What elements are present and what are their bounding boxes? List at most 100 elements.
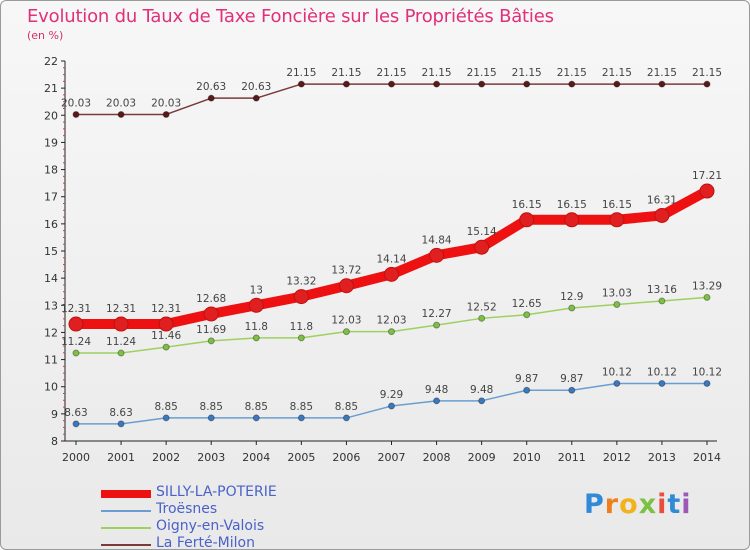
data-label: 12.03: [331, 315, 361, 327]
x-tick-label: 2005: [287, 451, 315, 464]
proxiti-logo: Proxiti: [584, 489, 692, 520]
x-tick-label: 2013: [648, 451, 676, 464]
data-point: [297, 334, 305, 342]
x-tick-label: 2000: [62, 451, 90, 464]
data-label: 8.85: [154, 401, 177, 413]
y-tick-label: 9: [51, 408, 58, 421]
data-point: [699, 183, 715, 199]
data-label: 16.15: [512, 199, 542, 211]
data-label: 10.12: [692, 366, 722, 378]
data-label: 20.03: [151, 97, 181, 109]
data-point: [252, 94, 260, 102]
data-point: [203, 306, 219, 322]
data-label: 12.31: [151, 303, 181, 315]
data-point: [613, 300, 621, 308]
data-label: 17.21: [692, 170, 722, 182]
data-label: 21.15: [467, 67, 497, 79]
data-point: [703, 293, 711, 301]
data-label: 12.9: [560, 291, 583, 303]
legend-swatch-oigny: [101, 527, 151, 529]
data-point: [433, 80, 441, 88]
data-label: 8.85: [200, 401, 223, 413]
x-tick-label: 2003: [197, 451, 225, 464]
data-label: 11.8: [245, 321, 268, 333]
x-tick-label: 2002: [152, 451, 180, 464]
data-label: 20.63: [196, 81, 226, 93]
data-label: 21.15: [647, 67, 677, 79]
data-point: [429, 247, 445, 263]
data-label: 20.03: [61, 97, 91, 109]
data-label: 13: [250, 284, 263, 296]
data-point: [568, 304, 576, 312]
y-tick-label: 11: [44, 354, 58, 367]
data-point: [388, 328, 395, 336]
data-label: 21.15: [376, 67, 406, 79]
data-point: [342, 414, 350, 422]
data-point: [248, 297, 264, 313]
data-point: [568, 386, 576, 394]
y-tick-label: 8: [51, 435, 58, 448]
x-tick-label: 2001: [107, 451, 135, 464]
data-point: [613, 379, 621, 387]
data-label: 11.69: [196, 324, 226, 336]
data-label: 21.15: [602, 67, 632, 79]
data-point: [388, 80, 395, 88]
x-tick-label: 2006: [332, 451, 360, 464]
y-tick-label: 20: [44, 109, 58, 122]
data-label: 8.63: [109, 407, 132, 419]
data-point: [388, 402, 395, 410]
legend-item-troesnes: Troësnes: [101, 501, 361, 519]
data-label: 13.32: [286, 276, 316, 288]
data-point: [658, 297, 666, 305]
legend-label-oigny: Oigny-en-Valois: [156, 518, 265, 534]
data-point: [654, 207, 670, 223]
y-tick-label: 14: [44, 272, 58, 285]
data-label: 11.46: [151, 330, 181, 342]
data-label: 13.03: [602, 287, 632, 299]
data-point: [252, 334, 260, 342]
data-point: [117, 349, 125, 357]
y-tick-label: 19: [44, 136, 58, 149]
data-label: 12.31: [106, 303, 136, 315]
data-label: 12.52: [467, 301, 497, 313]
data-point: [162, 110, 170, 118]
legend-label-troesnes: Troësnes: [156, 501, 218, 517]
data-label: 12.31: [61, 303, 91, 315]
data-label: 14.14: [376, 253, 406, 265]
data-point: [519, 212, 535, 228]
data-point: [72, 110, 80, 118]
data-point: [342, 328, 350, 336]
data-label: 12.03: [376, 315, 406, 327]
data-label: 8.85: [290, 401, 313, 413]
x-tick-label: 2010: [513, 451, 541, 464]
data-label: 16.31: [647, 194, 677, 206]
data-label: 13.16: [647, 284, 677, 296]
data-label: 9.87: [515, 373, 538, 385]
data-point: [658, 379, 666, 387]
data-point: [523, 311, 531, 319]
data-label: 8.63: [64, 407, 87, 419]
data-point: [478, 314, 486, 322]
data-point: [338, 278, 354, 294]
data-point: [342, 80, 350, 88]
y-tick-label: 15: [44, 245, 58, 258]
data-point: [658, 80, 666, 88]
data-point: [523, 386, 531, 394]
data-point: [433, 397, 441, 405]
data-point: [609, 212, 625, 228]
data-point: [113, 316, 129, 332]
x-tick-label: 2008: [423, 451, 451, 464]
data-point: [568, 80, 576, 88]
data-label: 11.24: [61, 336, 91, 348]
data-point: [384, 266, 399, 282]
legend-swatch-laferte: [101, 544, 151, 546]
data-point: [117, 110, 125, 118]
chart-title: Evolution du Taux de Taxe Foncière sur l…: [27, 6, 554, 27]
x-tick-label: 2012: [603, 451, 631, 464]
data-point: [613, 80, 621, 88]
data-label: 9.87: [560, 373, 583, 385]
data-label: 8.85: [245, 401, 268, 413]
data-label: 21.15: [512, 67, 542, 79]
y-axis-unit: (en %): [27, 29, 64, 42]
y-tick-label: 12: [44, 326, 58, 339]
